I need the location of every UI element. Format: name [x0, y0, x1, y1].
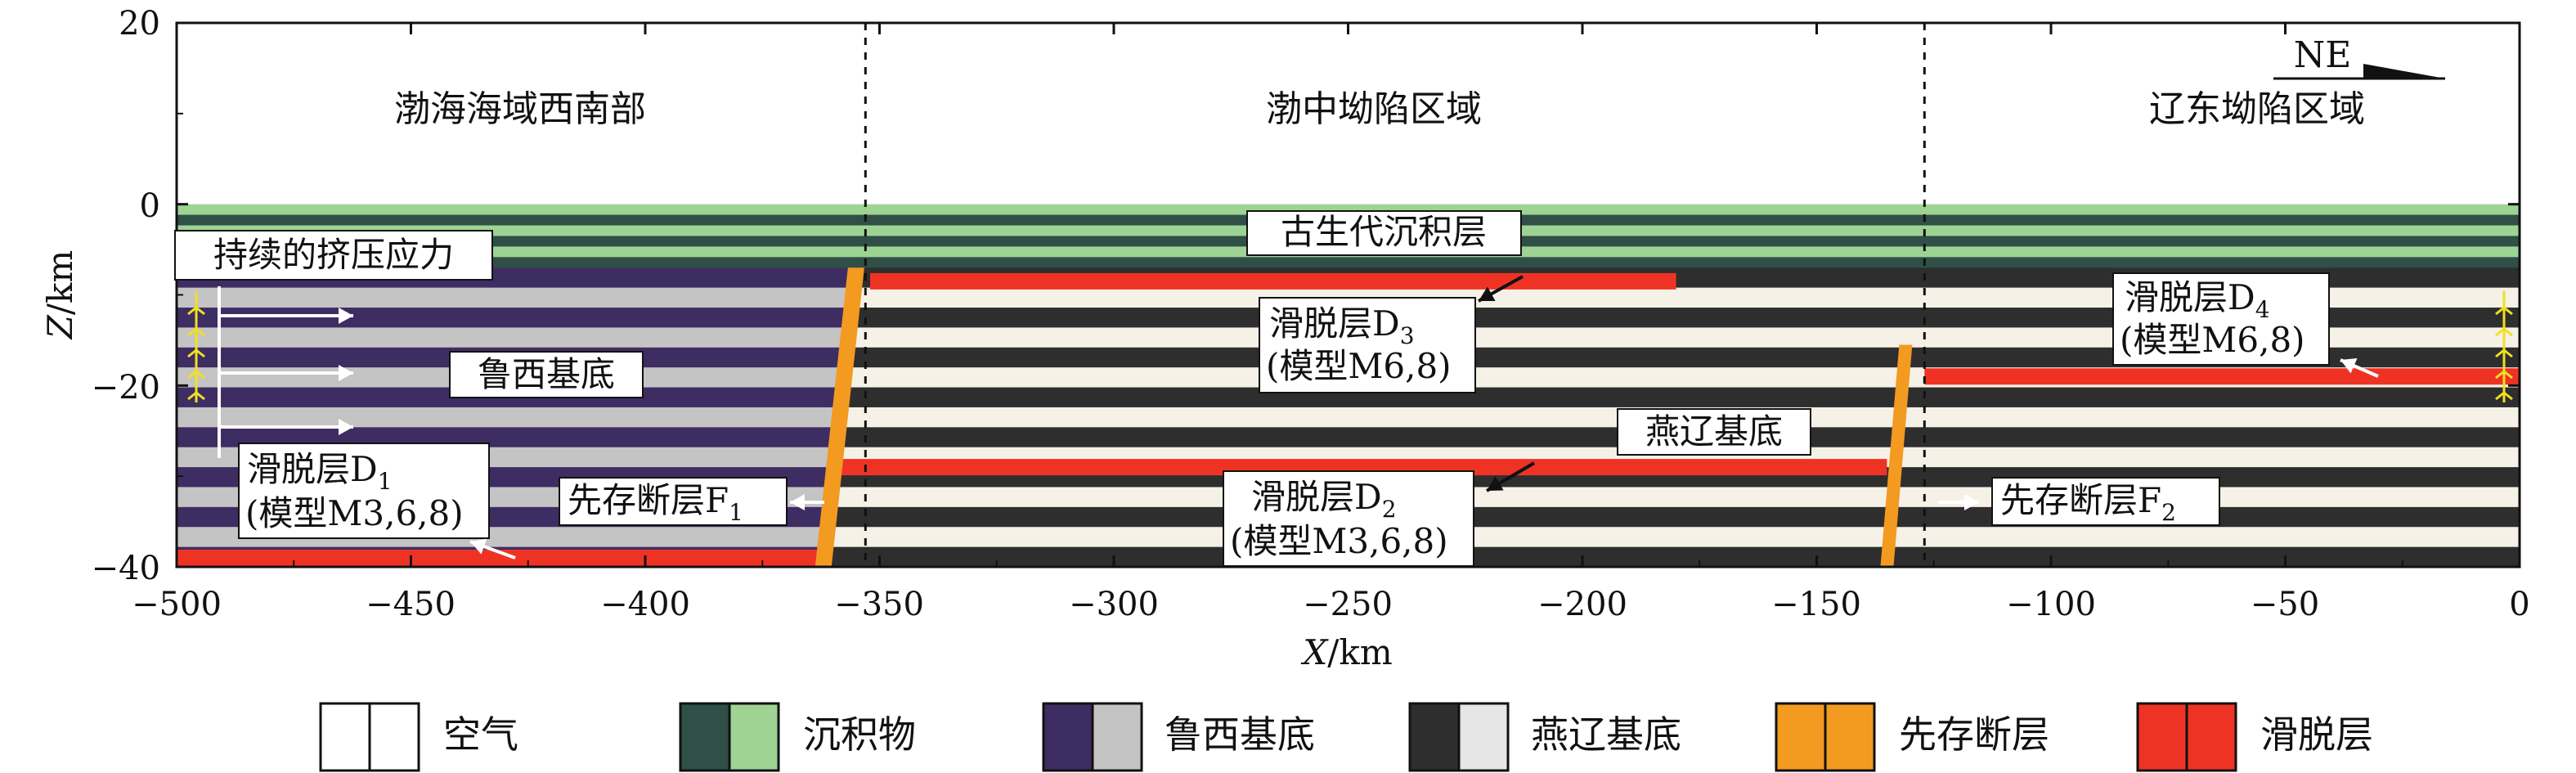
svg-text:(模型M6,8): (模型M6,8)	[2120, 320, 2305, 360]
stress-arrow-head	[339, 365, 353, 381]
d2-pointer-head	[1487, 476, 1504, 491]
d4-pointer-head	[2340, 358, 2358, 374]
luxi-stripe	[177, 407, 856, 428]
sediment-stripe	[177, 204, 2520, 216]
stress-label: 持续的挤压应力	[174, 230, 493, 281]
x-tick-label: −500	[132, 586, 222, 623]
stress-marker-left-chevron	[187, 391, 205, 401]
svg-text:鲁西基底: 鲁西基底	[1165, 712, 1315, 757]
legend-item-detachment: 滑脱层	[2136, 702, 2373, 772]
svg-text:先存断层: 先存断层	[1899, 712, 2049, 757]
f2-pointer-head	[1964, 494, 1979, 510]
stress-marker-right-chevron	[2495, 370, 2513, 380]
y-tick-label: 20	[119, 5, 160, 43]
yanliao-stripe	[823, 506, 2520, 528]
north-east-arrow: NE	[2273, 34, 2445, 80]
paleozoic-layer-label: 古生代沉积层	[1246, 210, 1522, 256]
fault-f2-label: 先存断层F2	[1991, 477, 2220, 526]
svg-text:滑脱层D2: 滑脱层D2	[1251, 477, 1397, 523]
svg-text:(模型M3,6,8): (模型M3,6,8)	[245, 493, 464, 533]
svg-text:滑脱层D1: 滑脱层D1	[247, 449, 393, 495]
svg-text:持续的挤压应力: 持续的挤压应力	[213, 235, 454, 275]
y-tick-label: −40	[92, 550, 160, 587]
yanliao-stripe	[823, 387, 2520, 408]
direction-label: NE	[2294, 34, 2352, 76]
luxi-basement-label: 鲁西基底	[449, 351, 644, 398]
annotation-arrows	[175, 21, 2521, 569]
stress-marker-right-chevron	[2495, 327, 2513, 337]
stress-marker-left-chevron	[187, 306, 205, 316]
x-axis-title: X/km	[1300, 632, 1392, 672]
svg-text:滑脱层D3: 滑脱层D3	[1269, 303, 1415, 349]
svg-text:(模型M3,6,8): (模型M3,6,8)	[1230, 521, 1448, 561]
x-tick-label: 0	[2509, 586, 2529, 623]
sediment-stripe	[177, 257, 2520, 268]
legend-item-sediment: 沉积物	[679, 702, 916, 772]
axes: −500 −450 −400 −350 −300 −250 −200 −150 …	[40, 5, 2530, 672]
detachment-d2	[837, 459, 1887, 476]
legend-item-preexisting-fault: 先存断层	[1775, 702, 2049, 772]
x-tick-label: −300	[1069, 586, 1159, 623]
legend-item-luxi-basement: 鲁西基底	[1042, 702, 1315, 772]
svg-text:鲁西基底: 鲁西基底	[478, 354, 615, 394]
x-tick-label: −450	[366, 586, 456, 623]
region-right-label: 辽东坳陷区域	[2149, 88, 2365, 130]
stress-arrow-head	[339, 419, 353, 435]
svg-text:滑脱层: 滑脱层	[2260, 712, 2373, 757]
luxi-stripe	[177, 287, 856, 308]
legend-item-yanliao-basement: 燕辽基底	[1408, 702, 1681, 772]
region-middle-label: 渤中坳陷区域	[1266, 88, 1482, 130]
detachment-d1	[177, 549, 824, 566]
x-tick-label: −100	[2006, 586, 2096, 623]
detachment-d2-label: 滑脱层D2 (模型M3,6,8)	[1223, 470, 1474, 567]
y-tick-label: 0	[140, 187, 160, 225]
yanliao-stripe	[823, 527, 2520, 548]
fault-f1	[815, 267, 864, 567]
x-tick-label: −50	[2251, 586, 2319, 623]
svg-text:滑脱层D4: 滑脱层D4	[2125, 277, 2270, 323]
x-tick-label: −150	[1771, 586, 1861, 623]
svg-text:空气: 空气	[443, 712, 518, 757]
svg-text:(模型M6,8): (模型M6,8)	[1266, 346, 1452, 386]
x-tick-label: −350	[834, 586, 924, 623]
stress-marker-right-chevron	[2495, 306, 2513, 316]
svg-text:燕辽基底: 燕辽基底	[1531, 712, 1681, 757]
detachment-d3	[870, 272, 1676, 290]
y-axis-title: Z/km	[40, 250, 80, 341]
region-left-label: 渤海海域西南部	[394, 88, 646, 130]
stress-marker-left-chevron	[187, 327, 205, 337]
x-tick-label: −250	[1303, 586, 1393, 623]
stress-marker-right-chevron	[2495, 391, 2513, 401]
detachment-d1-label: 滑脱层D1 (模型M3,6,8)	[238, 443, 490, 539]
detachment-d4	[1924, 368, 2520, 385]
detachment-d4-label: 滑脱层D4 (模型M6,8)	[2112, 272, 2330, 366]
yanliao-stripe	[823, 546, 2520, 567]
fault-f2	[1880, 344, 1913, 567]
yanliao-basement-label: 燕辽基底	[1617, 408, 1811, 456]
stress-marker-right-chevron	[2495, 348, 2513, 358]
x-tick-label: −400	[600, 586, 690, 623]
luxi-stripe	[177, 308, 856, 328]
svg-text:先存断层F1: 先存断层F1	[568, 480, 743, 526]
detachment-d3-label: 滑脱层D3 (模型M6,8)	[1259, 297, 1476, 393]
d1-pointer-head	[470, 538, 487, 555]
legend-item-air: 空气	[319, 702, 518, 772]
svg-text:沉积物: 沉积物	[803, 712, 916, 757]
legend: 空气 沉积物 鲁西基底 燕辽基底 先存断层 滑脱层	[319, 702, 2373, 772]
svg-text:燕辽基底: 燕辽基底	[1645, 411, 1783, 452]
f1-pointer-head	[790, 494, 805, 510]
stress-marker-left-chevron	[187, 348, 205, 358]
yanliao-stripe	[823, 487, 2520, 508]
x-tick-label: −200	[1537, 586, 1627, 623]
svg-text:古生代沉积层: 古生代沉积层	[1281, 212, 1487, 252]
luxi-stripe	[177, 327, 856, 348]
svg-text:先存断层F2: 先存断层F2	[2000, 480, 2176, 526]
d3-pointer-head	[1479, 286, 1496, 301]
y-tick-label: −20	[92, 369, 160, 407]
stress-arrow-head	[339, 308, 353, 324]
stress-marker-left-chevron	[187, 370, 205, 380]
fault-f1-label: 先存断层F1	[559, 477, 788, 526]
